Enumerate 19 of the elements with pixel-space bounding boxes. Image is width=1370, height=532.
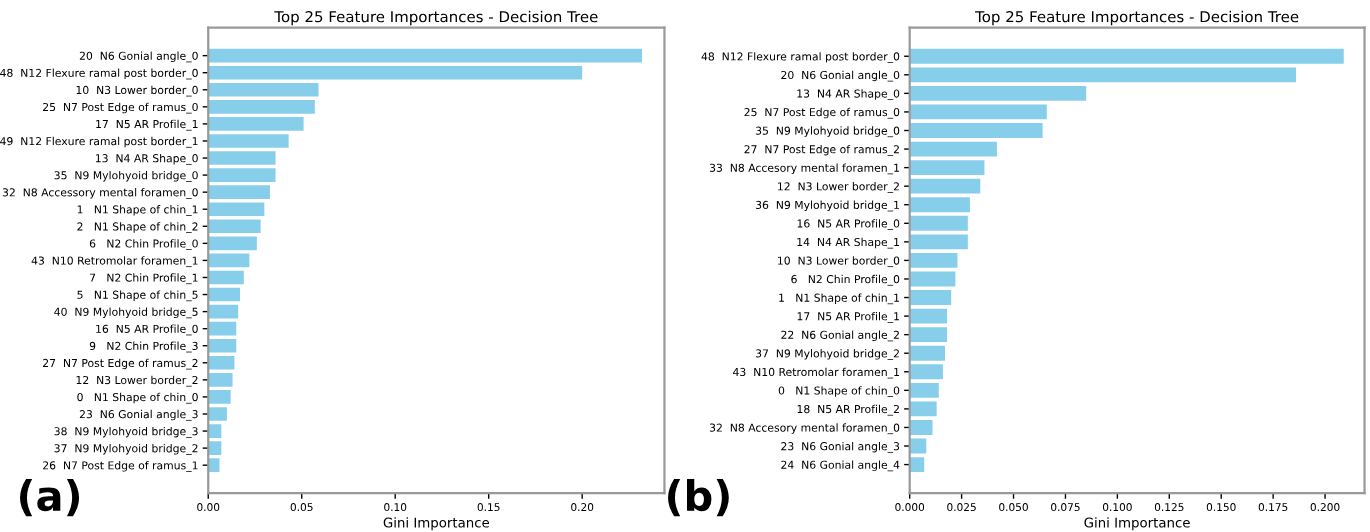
text: (b) xyxy=(668,479,729,517)
bar xyxy=(208,48,643,63)
bar xyxy=(909,271,956,287)
bar xyxy=(909,290,952,305)
bar xyxy=(909,457,925,472)
bar xyxy=(208,287,241,302)
bar xyxy=(909,420,933,435)
bar xyxy=(208,253,250,268)
text: (a) xyxy=(20,479,80,517)
bar xyxy=(208,321,237,336)
bar xyxy=(909,160,985,176)
bar xyxy=(208,236,257,251)
bar xyxy=(909,123,1043,138)
bar xyxy=(208,270,244,285)
bar xyxy=(909,85,1087,101)
bar xyxy=(909,104,1047,120)
bar xyxy=(208,304,239,319)
bar xyxy=(909,141,997,157)
bar xyxy=(909,252,958,268)
